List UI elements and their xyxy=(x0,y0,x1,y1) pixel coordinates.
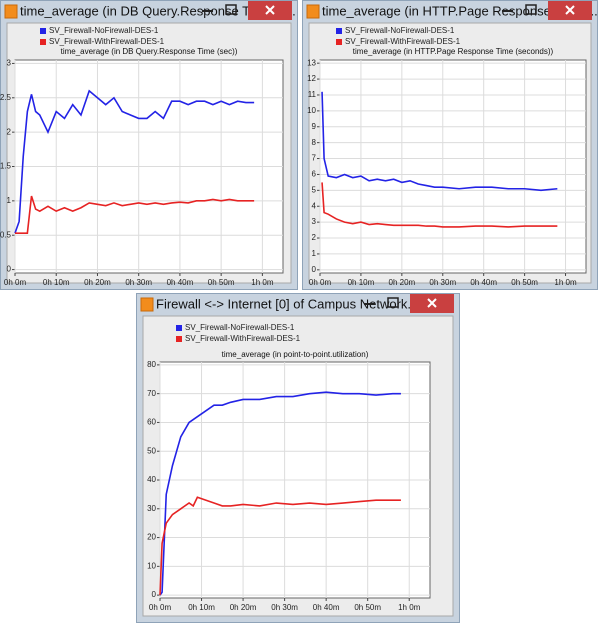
y-tick-label: 2.5 xyxy=(0,93,12,102)
x-tick-label: 0h 40m xyxy=(167,278,194,287)
close-icon xyxy=(265,5,275,15)
legend-label: SV_Firewall-WithFirewall-DES-1 xyxy=(345,37,461,46)
y-tick-label: 1 xyxy=(7,196,12,205)
y-tick-label: 10 xyxy=(307,106,316,115)
y-tick-label: 1.5 xyxy=(0,162,12,171)
y-tick-label: 30 xyxy=(147,504,156,513)
y-tick-label: 80 xyxy=(147,360,156,369)
y-tick-label: 20 xyxy=(147,533,156,542)
legend-label: SV_Firewall-WithFirewall-DES-1 xyxy=(49,37,165,46)
close-icon xyxy=(427,298,437,308)
chart-title: time_average (in point-to-point.utilizat… xyxy=(222,350,369,359)
y-tick-label: 12 xyxy=(307,74,316,83)
minimize-button[interactable] xyxy=(202,10,213,12)
maximize-button[interactable] xyxy=(225,4,237,15)
x-tick-label: 1h 0m xyxy=(398,603,421,612)
y-tick-label: 3 xyxy=(7,59,12,68)
y-tick-label: 5 xyxy=(312,185,317,194)
x-tick-label: 0h 10m xyxy=(348,278,375,287)
data-line xyxy=(321,182,558,228)
x-tick-label: 0h 30m xyxy=(429,278,456,287)
minimize-button[interactable] xyxy=(364,303,375,305)
y-tick-label: 4 xyxy=(312,201,317,210)
app-icon xyxy=(4,4,18,19)
x-tick-label: 0h 40m xyxy=(470,278,497,287)
legend-label: SV_Firewall-NoFirewall-DES-1 xyxy=(49,26,159,35)
y-tick-label: 70 xyxy=(147,389,156,398)
legend-swatch xyxy=(176,325,182,331)
x-tick-label: 0h 0m xyxy=(4,278,27,287)
x-tick-label: 0h 50m xyxy=(511,278,538,287)
legend-swatch xyxy=(336,28,342,34)
y-tick-label: 6 xyxy=(312,170,317,179)
y-tick-label: 10 xyxy=(147,561,156,570)
chart-title: time_average (in HTTP.Page Response Time… xyxy=(353,47,554,56)
x-tick-label: 0h 40m xyxy=(313,603,340,612)
x-tick-label: 0h 30m xyxy=(271,603,298,612)
y-tick-label: 2 xyxy=(7,127,12,136)
y-tick-label: 8 xyxy=(312,138,317,147)
minimize-button[interactable] xyxy=(502,10,513,12)
y-tick-label: 60 xyxy=(147,418,156,427)
x-tick-label: 0h 50m xyxy=(208,278,235,287)
x-tick-label: 0h 20m xyxy=(84,278,111,287)
data-line xyxy=(159,391,401,596)
legend-swatch xyxy=(336,39,342,45)
y-tick-label: 7 xyxy=(312,154,317,163)
legend-swatch xyxy=(176,336,182,342)
x-tick-label: 0h 30m xyxy=(125,278,152,287)
data-line xyxy=(159,496,401,596)
legend-label: SV_Firewall-NoFirewall-DES-1 xyxy=(185,323,295,332)
x-tick-label: 0h 10m xyxy=(43,278,70,287)
data-line xyxy=(14,89,255,234)
x-tick-label: 0h 50m xyxy=(354,603,381,612)
y-tick-label: 0 xyxy=(7,265,12,274)
maximize-button[interactable] xyxy=(525,4,537,15)
data-line xyxy=(321,91,558,192)
x-tick-label: 0h 0m xyxy=(309,278,332,287)
legend-label: SV_Firewall-NoFirewall-DES-1 xyxy=(345,26,455,35)
y-tick-label: 11 xyxy=(308,90,317,99)
y-tick-label: 0 xyxy=(312,265,317,274)
y-tick-label: 2 xyxy=(312,233,317,242)
x-tick-label: 1h 0m xyxy=(251,278,274,287)
y-tick-label: 0 xyxy=(152,590,157,599)
window-title: Firewall <-> Internet [0] of Campus Netw… xyxy=(156,296,418,311)
app-icon xyxy=(140,297,154,312)
y-tick-label: 50 xyxy=(147,446,156,455)
plot-area xyxy=(319,59,587,274)
x-tick-label: 1h 0m xyxy=(554,278,577,287)
y-tick-label: 9 xyxy=(312,122,317,131)
chart-title: time_average (in DB Query.Response Time … xyxy=(61,47,238,56)
y-tick-label: 0.5 xyxy=(0,230,12,239)
y-tick-label: 1 xyxy=(312,249,317,258)
legend-label: SV_Firewall-WithFirewall-DES-1 xyxy=(185,334,301,343)
y-tick-label: 3 xyxy=(312,217,317,226)
y-tick-label: 40 xyxy=(147,475,156,484)
legend-swatch xyxy=(40,39,46,45)
legend-swatch xyxy=(40,28,46,34)
maximize-button[interactable] xyxy=(387,297,399,308)
x-tick-label: 0h 10m xyxy=(188,603,215,612)
x-tick-label: 0h 20m xyxy=(230,603,257,612)
data-line xyxy=(15,195,255,234)
x-tick-label: 0h 0m xyxy=(149,603,172,612)
app-icon xyxy=(306,4,320,19)
close-icon xyxy=(565,5,575,15)
x-tick-label: 0h 20m xyxy=(389,278,416,287)
y-tick-label: 13 xyxy=(307,58,316,67)
